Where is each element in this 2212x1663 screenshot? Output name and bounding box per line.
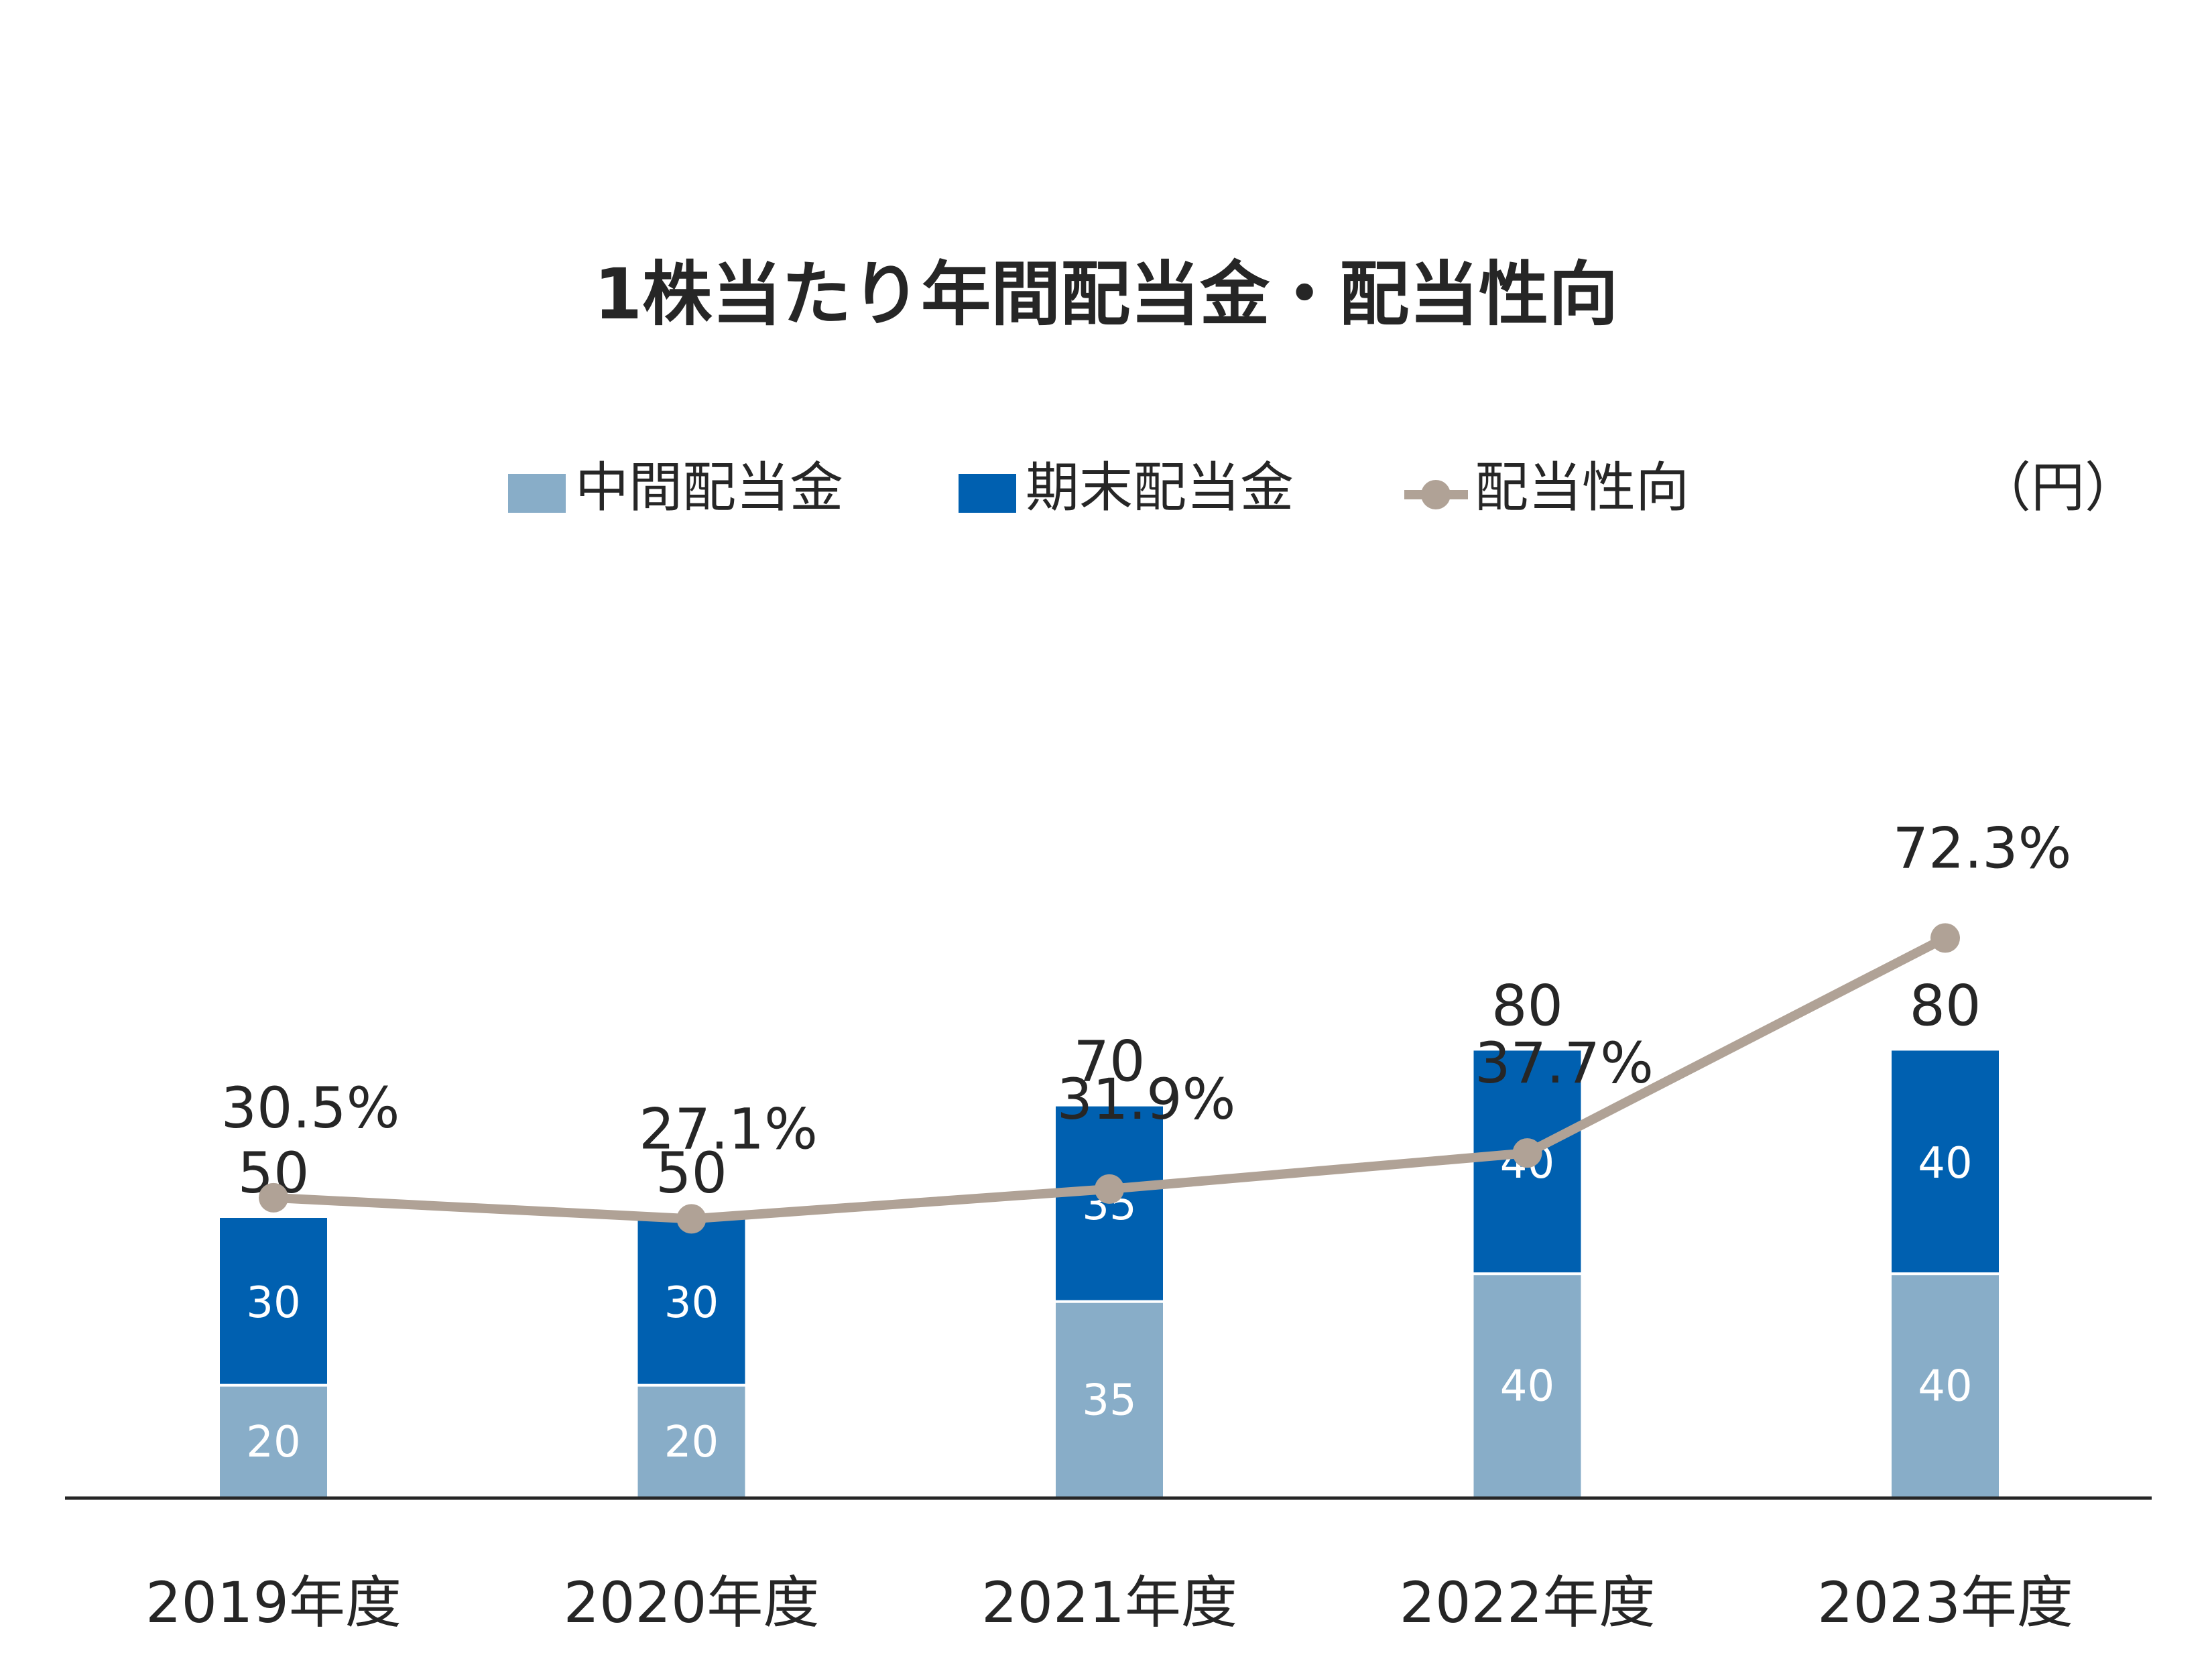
- bar-interim-label-1: 20: [664, 1418, 719, 1467]
- x-tick-label-2: 2021年度: [981, 1570, 1237, 1636]
- bar-year-end-label-1: 30: [664, 1278, 719, 1328]
- legend-swatch-year-end: [959, 474, 1016, 513]
- payout-ratio-point-0: [259, 1182, 288, 1213]
- x-tick-label-1: 2020年度: [564, 1570, 820, 1636]
- legend-label-year-end: 期末配当金: [1026, 456, 1294, 519]
- payout-ratio-point-4: [1930, 923, 1960, 953]
- bar-interim-1: [637, 1385, 745, 1497]
- chart-title: 1株当たり年間配当金・配当性向: [594, 253, 1618, 335]
- plot-area: 2030502019年度2030502020年度3535702021年度4040…: [145, 815, 2073, 1636]
- bar-interim-label-4: 40: [1918, 1362, 1972, 1412]
- payout-ratio-point-2: [1095, 1174, 1124, 1204]
- unit-label: （円）: [1977, 456, 2138, 519]
- legend-label-interim: 中間配当金: [575, 456, 843, 519]
- bar-total-label-1: 50: [656, 1140, 727, 1206]
- bar-total-label-2: 70: [1074, 1029, 1146, 1095]
- legend-swatch-payout-ratio-marker: [1421, 480, 1451, 509]
- legend: 中間配当金 期末配当金 配当性向: [508, 456, 1689, 519]
- payout-ratio-label-0: 30.5%: [221, 1075, 400, 1141]
- bar-interim-2: [1056, 1301, 1163, 1497]
- payout-ratio-label-3: 37.7%: [1475, 1030, 1654, 1096]
- bar-year-end-4: [1892, 1050, 1999, 1274]
- bar-interim-3: [1473, 1274, 1581, 1497]
- bar-interim-label-2: 35: [1082, 1375, 1136, 1425]
- legend-swatch-interim: [508, 474, 566, 513]
- payout-ratio-point-3: [1512, 1138, 1542, 1168]
- bar-year-end-0: [220, 1218, 327, 1385]
- legend-label-payout-ratio: 配当性向: [1475, 456, 1689, 519]
- bar-interim-label-3: 40: [1500, 1362, 1554, 1412]
- bar-interim-label-0: 20: [246, 1418, 300, 1467]
- bar-year-end-label-0: 30: [246, 1278, 300, 1328]
- x-tick-label-0: 2019年度: [145, 1570, 402, 1636]
- bar-interim-4: [1892, 1274, 1999, 1497]
- bar-year-end-1: [637, 1218, 745, 1385]
- payout-ratio-label-4: 72.3%: [1893, 815, 2072, 881]
- bar-year-end-2: [1056, 1106, 1163, 1302]
- bar-total-label-4: 80: [1910, 973, 1981, 1038]
- bar-year-end-label-4: 40: [1918, 1139, 1972, 1188]
- x-tick-label-3: 2022年度: [1400, 1570, 1656, 1636]
- bar-interim-0: [220, 1385, 327, 1497]
- x-tick-label-4: 2023年度: [1817, 1570, 2073, 1636]
- payout-ratio-label-2: 31.9%: [1057, 1066, 1236, 1132]
- payout-ratio-point-1: [676, 1204, 706, 1234]
- bar-total-label-3: 80: [1491, 973, 1563, 1038]
- payout-ratio-label-1: 27.1%: [639, 1096, 818, 1162]
